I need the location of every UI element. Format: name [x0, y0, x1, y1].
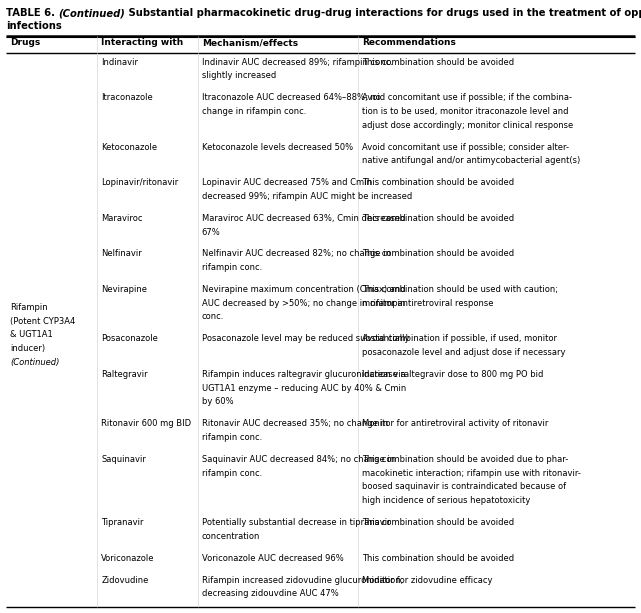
Text: rifampin conc.: rifampin conc.: [202, 468, 262, 478]
Text: Maraviroc AUC decreased 63%, Cmin decreased: Maraviroc AUC decreased 63%, Cmin decrea…: [202, 214, 405, 223]
Text: Rifampin increased zidovudine glucuronidation,: Rifampin increased zidovudine glucuronid…: [202, 576, 403, 585]
Text: decreased 99%; rifampin AUC might be increased: decreased 99%; rifampin AUC might be inc…: [202, 192, 412, 201]
Text: Interacting with: Interacting with: [101, 39, 183, 47]
Text: Ritonavir 600 mg BID: Ritonavir 600 mg BID: [101, 419, 191, 428]
Text: Substantial pharmacokinetic drug-drug interactions for drugs used in the treatme: Substantial pharmacokinetic drug-drug in…: [126, 8, 641, 18]
Text: Zidovudine: Zidovudine: [101, 576, 149, 585]
Text: Indinavir AUC decreased 89%; rifampin conc.: Indinavir AUC decreased 89%; rifampin co…: [202, 58, 393, 67]
Text: (Continued): (Continued): [58, 8, 126, 18]
Text: Monitor for zidovudine efficacy: Monitor for zidovudine efficacy: [362, 576, 493, 585]
Text: Maraviroc: Maraviroc: [101, 214, 143, 223]
Text: Raltegravir: Raltegravir: [101, 370, 148, 379]
Text: Nevirapine maximum concentration (Cmax) and: Nevirapine maximum concentration (Cmax) …: [202, 285, 406, 294]
Text: AUC decreased by >50%; no change in rifampin: AUC decreased by >50%; no change in rifa…: [202, 299, 405, 308]
Text: Posaconazole level may be reduced substantially: Posaconazole level may be reduced substa…: [202, 335, 410, 343]
Text: Saquinavir: Saquinavir: [101, 455, 146, 464]
Text: This combination should be avoided: This combination should be avoided: [362, 554, 514, 563]
Text: Voriconazole: Voriconazole: [101, 554, 154, 563]
Text: Potentially substantial decrease in tipranavir: Potentially substantial decrease in tipr…: [202, 518, 390, 527]
Text: Recommendations: Recommendations: [362, 39, 456, 47]
Text: TABLE 6.: TABLE 6.: [6, 8, 58, 18]
Text: Rifampin induces raltegravir glucuronidation via: Rifampin induces raltegravir glucuronida…: [202, 370, 406, 379]
Text: Nevirapine: Nevirapine: [101, 285, 147, 294]
Text: slightly increased: slightly increased: [202, 71, 276, 80]
Text: This combination should be avoided: This combination should be avoided: [362, 58, 514, 67]
Text: decreasing zidouvdine AUC 47%: decreasing zidouvdine AUC 47%: [202, 589, 338, 598]
Text: conc.: conc.: [202, 313, 224, 321]
Text: Indinavir: Indinavir: [101, 58, 138, 67]
Text: Ketoconazole: Ketoconazole: [101, 143, 157, 151]
Text: Increase raltegravir dose to 800 mg PO bid: Increase raltegravir dose to 800 mg PO b…: [362, 370, 544, 379]
Text: native antifungal and/or antimycobacterial agent(s): native antifungal and/or antimycobacteri…: [362, 156, 581, 166]
Text: Rifampin: Rifampin: [10, 303, 47, 312]
Text: boosed saquinavir is contraindicated because of: boosed saquinavir is contraindicated bec…: [362, 482, 567, 491]
Text: rifampin conc.: rifampin conc.: [202, 433, 262, 442]
Text: Mechanism/effects: Mechanism/effects: [202, 39, 298, 47]
Text: by 60%: by 60%: [202, 397, 233, 406]
Text: inducer): inducer): [10, 344, 45, 353]
Text: This combination should be avoided: This combination should be avoided: [362, 249, 514, 259]
Text: Ritonavir AUC decreased 35%; no change in: Ritonavir AUC decreased 35%; no change i…: [202, 419, 388, 428]
Text: tion is to be used, monitor itraconazole level and: tion is to be used, monitor itraconazole…: [362, 107, 569, 116]
Text: high incidence of serious hepatotoxicity: high incidence of serious hepatotoxicity: [362, 496, 531, 505]
Text: Lopinavir/ritonavir: Lopinavir/ritonavir: [101, 178, 178, 187]
Text: Avoid concomitant use if possible; consider alter-: Avoid concomitant use if possible; consi…: [362, 143, 569, 151]
Text: Itraconazole: Itraconazole: [101, 93, 153, 102]
Text: Ketoconazole levels decreased 50%: Ketoconazole levels decreased 50%: [202, 143, 353, 151]
Text: Nelfinavir: Nelfinavir: [101, 249, 142, 259]
Text: This combination should be avoided: This combination should be avoided: [362, 178, 514, 187]
Text: macokinetic interaction; rifampin use with ritonavir-: macokinetic interaction; rifampin use wi…: [362, 468, 581, 478]
Text: (Continued): (Continued): [10, 357, 60, 367]
Text: This combination should be avoided: This combination should be avoided: [362, 518, 514, 527]
Text: Posaconazole: Posaconazole: [101, 335, 158, 343]
Text: posaconazole level and adjust dose if necessary: posaconazole level and adjust dose if ne…: [362, 348, 566, 357]
Text: change in rifampin conc.: change in rifampin conc.: [202, 107, 306, 116]
Text: & UGT1A1: & UGT1A1: [10, 330, 53, 339]
Text: (Potent CYP3A4: (Potent CYP3A4: [10, 316, 75, 326]
Text: Nelfinavir AUC decreased 82%; no change in: Nelfinavir AUC decreased 82%; no change …: [202, 249, 391, 259]
Text: Saquinavir AUC decreased 84%; no change in: Saquinavir AUC decreased 84%; no change …: [202, 455, 395, 464]
Text: 67%: 67%: [202, 227, 221, 237]
Text: This combination should be avoided due to phar-: This combination should be avoided due t…: [362, 455, 569, 464]
Text: adjust dose accordingly; monitor clinical response: adjust dose accordingly; monitor clinica…: [362, 121, 574, 129]
Text: rifampin conc.: rifampin conc.: [202, 263, 262, 272]
Text: Drugs: Drugs: [10, 39, 40, 47]
Text: Lopinavir AUC decreased 75% and Cmin: Lopinavir AUC decreased 75% and Cmin: [202, 178, 372, 187]
Text: This combination should be avoided: This combination should be avoided: [362, 214, 514, 223]
Text: Voriconazole AUC decreased 96%: Voriconazole AUC decreased 96%: [202, 554, 344, 563]
Text: Avoid combination if possible, if used, monitor: Avoid combination if possible, if used, …: [362, 335, 557, 343]
Text: infections: infections: [6, 21, 62, 31]
Text: Itraconazole AUC decreased 64%–88%; no: Itraconazole AUC decreased 64%–88%; no: [202, 93, 381, 102]
Text: Avoid concomitant use if possible; if the combina-: Avoid concomitant use if possible; if th…: [362, 93, 572, 102]
Text: monitor antiretroviral response: monitor antiretroviral response: [362, 299, 494, 308]
Text: UGT1A1 enzyme – reducing AUC by 40% & Cmin: UGT1A1 enzyme – reducing AUC by 40% & Cm…: [202, 384, 406, 393]
Text: concentration: concentration: [202, 531, 260, 541]
Text: Monitor for antiretroviral activity of ritonavir: Monitor for antiretroviral activity of r…: [362, 419, 549, 428]
Text: This combination should be used with caution;: This combination should be used with cau…: [362, 285, 558, 294]
Text: Tipranavir: Tipranavir: [101, 518, 144, 527]
